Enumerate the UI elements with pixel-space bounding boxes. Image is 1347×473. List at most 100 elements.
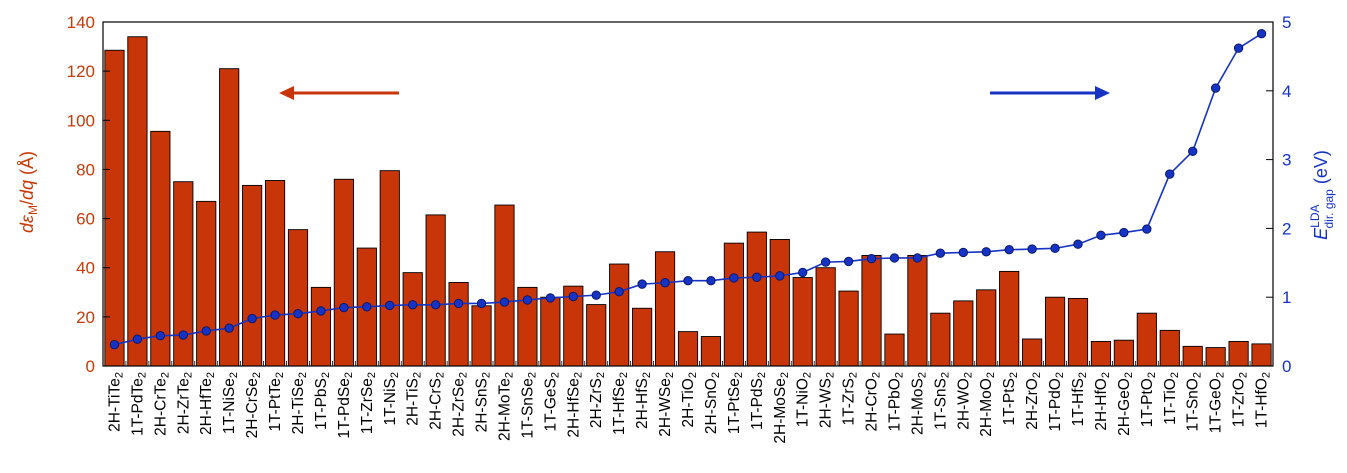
x-tick-label: 2H-CrTe2 [152, 372, 171, 436]
x-tick-label: 2H-CrS2 [428, 372, 447, 430]
point [522, 295, 533, 305]
point [316, 306, 326, 316]
point [270, 310, 280, 320]
bar [1090, 340, 1112, 367]
point [1027, 244, 1037, 254]
bar [746, 231, 767, 367]
x-tick-label: 1T-HfSe2 [611, 372, 630, 435]
y-left-tick-label: 80 [76, 160, 95, 179]
x-tick-labels: 2H-TiTe21T-PdTe22H-CrTe22H-ZrTe22H-HfTe2… [106, 372, 1272, 444]
y-right-tick-label: 4 [1282, 82, 1291, 101]
bar [609, 263, 630, 367]
x-tick-label: 2H-TiSe2 [290, 372, 309, 434]
x-tick-label: 2H-ZrTe2 [175, 372, 194, 434]
x-tick-label: 2H-HfTe2 [198, 372, 217, 435]
x-tick-label: 2H-CrO2 [864, 372, 883, 432]
point [981, 247, 991, 257]
point [132, 334, 143, 344]
point [224, 323, 234, 333]
left-arrow-annotation [279, 86, 399, 100]
point [293, 309, 303, 319]
y-left-tick-label: 100 [67, 111, 95, 130]
bar [976, 289, 997, 367]
bar [907, 254, 928, 367]
bar [1136, 312, 1157, 367]
point [752, 272, 762, 282]
bar [104, 49, 125, 367]
x-tick-label: 2H-HfO2 [1093, 372, 1112, 431]
x-tick-label: 1T-PdO2 [1047, 372, 1066, 432]
point [637, 279, 647, 289]
bar-series [104, 36, 1272, 367]
x-tick-label: 1T-TiO2 [1162, 372, 1181, 425]
y-right-tick-label: 3 [1282, 151, 1291, 170]
point [385, 300, 395, 311]
x-tick-label: 1T-PdTe2 [129, 372, 148, 436]
bar [1044, 296, 1066, 367]
point [499, 297, 510, 307]
x-tick-label: 1T-HfO2 [1254, 372, 1273, 428]
bar [1205, 347, 1226, 367]
x-tick-label: 1T-HfS2 [1070, 372, 1089, 426]
x-tick-label: 1T-PbS2 [313, 372, 332, 430]
bar [150, 130, 171, 367]
bar [930, 312, 951, 367]
bar [425, 214, 446, 367]
x-tick-label: 1T-ZrSe2 [359, 372, 378, 434]
bar [402, 272, 423, 367]
x-tick-label: 2H-GeO2 [1116, 372, 1135, 436]
bar [1113, 339, 1134, 367]
x-tick-label: 1T-PtSe2 [726, 372, 745, 434]
point [408, 300, 418, 310]
x-tick-label: 1T-PdS2 [749, 372, 768, 430]
x-tick-label: 2H-WS2 [818, 372, 837, 428]
y-axis-right-label: ELDAdir. gap (eV) [1308, 150, 1336, 240]
x-tick-label: 2H-SnS2 [474, 372, 493, 432]
x-tick-label: 2H-TiO2 [680, 372, 699, 428]
point [706, 275, 716, 286]
x-tick-label: 2H-SnO2 [703, 372, 722, 434]
y-left-tick-label: 60 [76, 210, 95, 229]
point [683, 275, 693, 286]
right-arrow-annotation [990, 86, 1110, 100]
bar [632, 307, 653, 367]
bar [700, 336, 722, 367]
bar [1067, 297, 1089, 367]
bar [287, 229, 309, 367]
bar [769, 239, 790, 367]
point [1119, 227, 1129, 238]
bar [471, 305, 492, 367]
x-tick-label: 2H-CrSe2 [244, 372, 263, 438]
bar [1228, 340, 1249, 367]
x-tick-label: 2H-WSe2 [657, 372, 676, 437]
point [614, 287, 624, 297]
point [476, 298, 487, 309]
point [430, 300, 441, 310]
x-tick-label: 1T-NiS2 [382, 372, 401, 426]
x-tick-label: 1T-PtO2 [1139, 372, 1158, 427]
point [935, 248, 946, 258]
y-left-tick-label: 120 [67, 62, 95, 81]
point [798, 267, 808, 278]
x-tick-label: 1T-SnS2 [932, 372, 951, 430]
bar [999, 270, 1020, 367]
point [1073, 239, 1083, 249]
x-tick-label: 1T-PdSe2 [336, 372, 355, 438]
x-tick-label: 2H-HfSe2 [565, 372, 584, 438]
bar [1022, 338, 1043, 367]
bar [219, 68, 240, 367]
bar [448, 282, 469, 367]
x-tick-label: 2H-MoSe2 [772, 372, 791, 444]
point [591, 290, 601, 300]
bar [333, 178, 354, 367]
x-tick-label: 2H-TiS2 [405, 372, 424, 426]
bar [196, 200, 217, 367]
series-line [114, 33, 1262, 346]
x-tick-label: 1T-SnO2 [1185, 372, 1204, 432]
point [1256, 29, 1267, 39]
bar [586, 304, 607, 367]
y-right-tick-label: 1 [1282, 288, 1291, 307]
x-tick-label: 2H-MoTe2 [496, 372, 515, 441]
point [1050, 243, 1060, 254]
